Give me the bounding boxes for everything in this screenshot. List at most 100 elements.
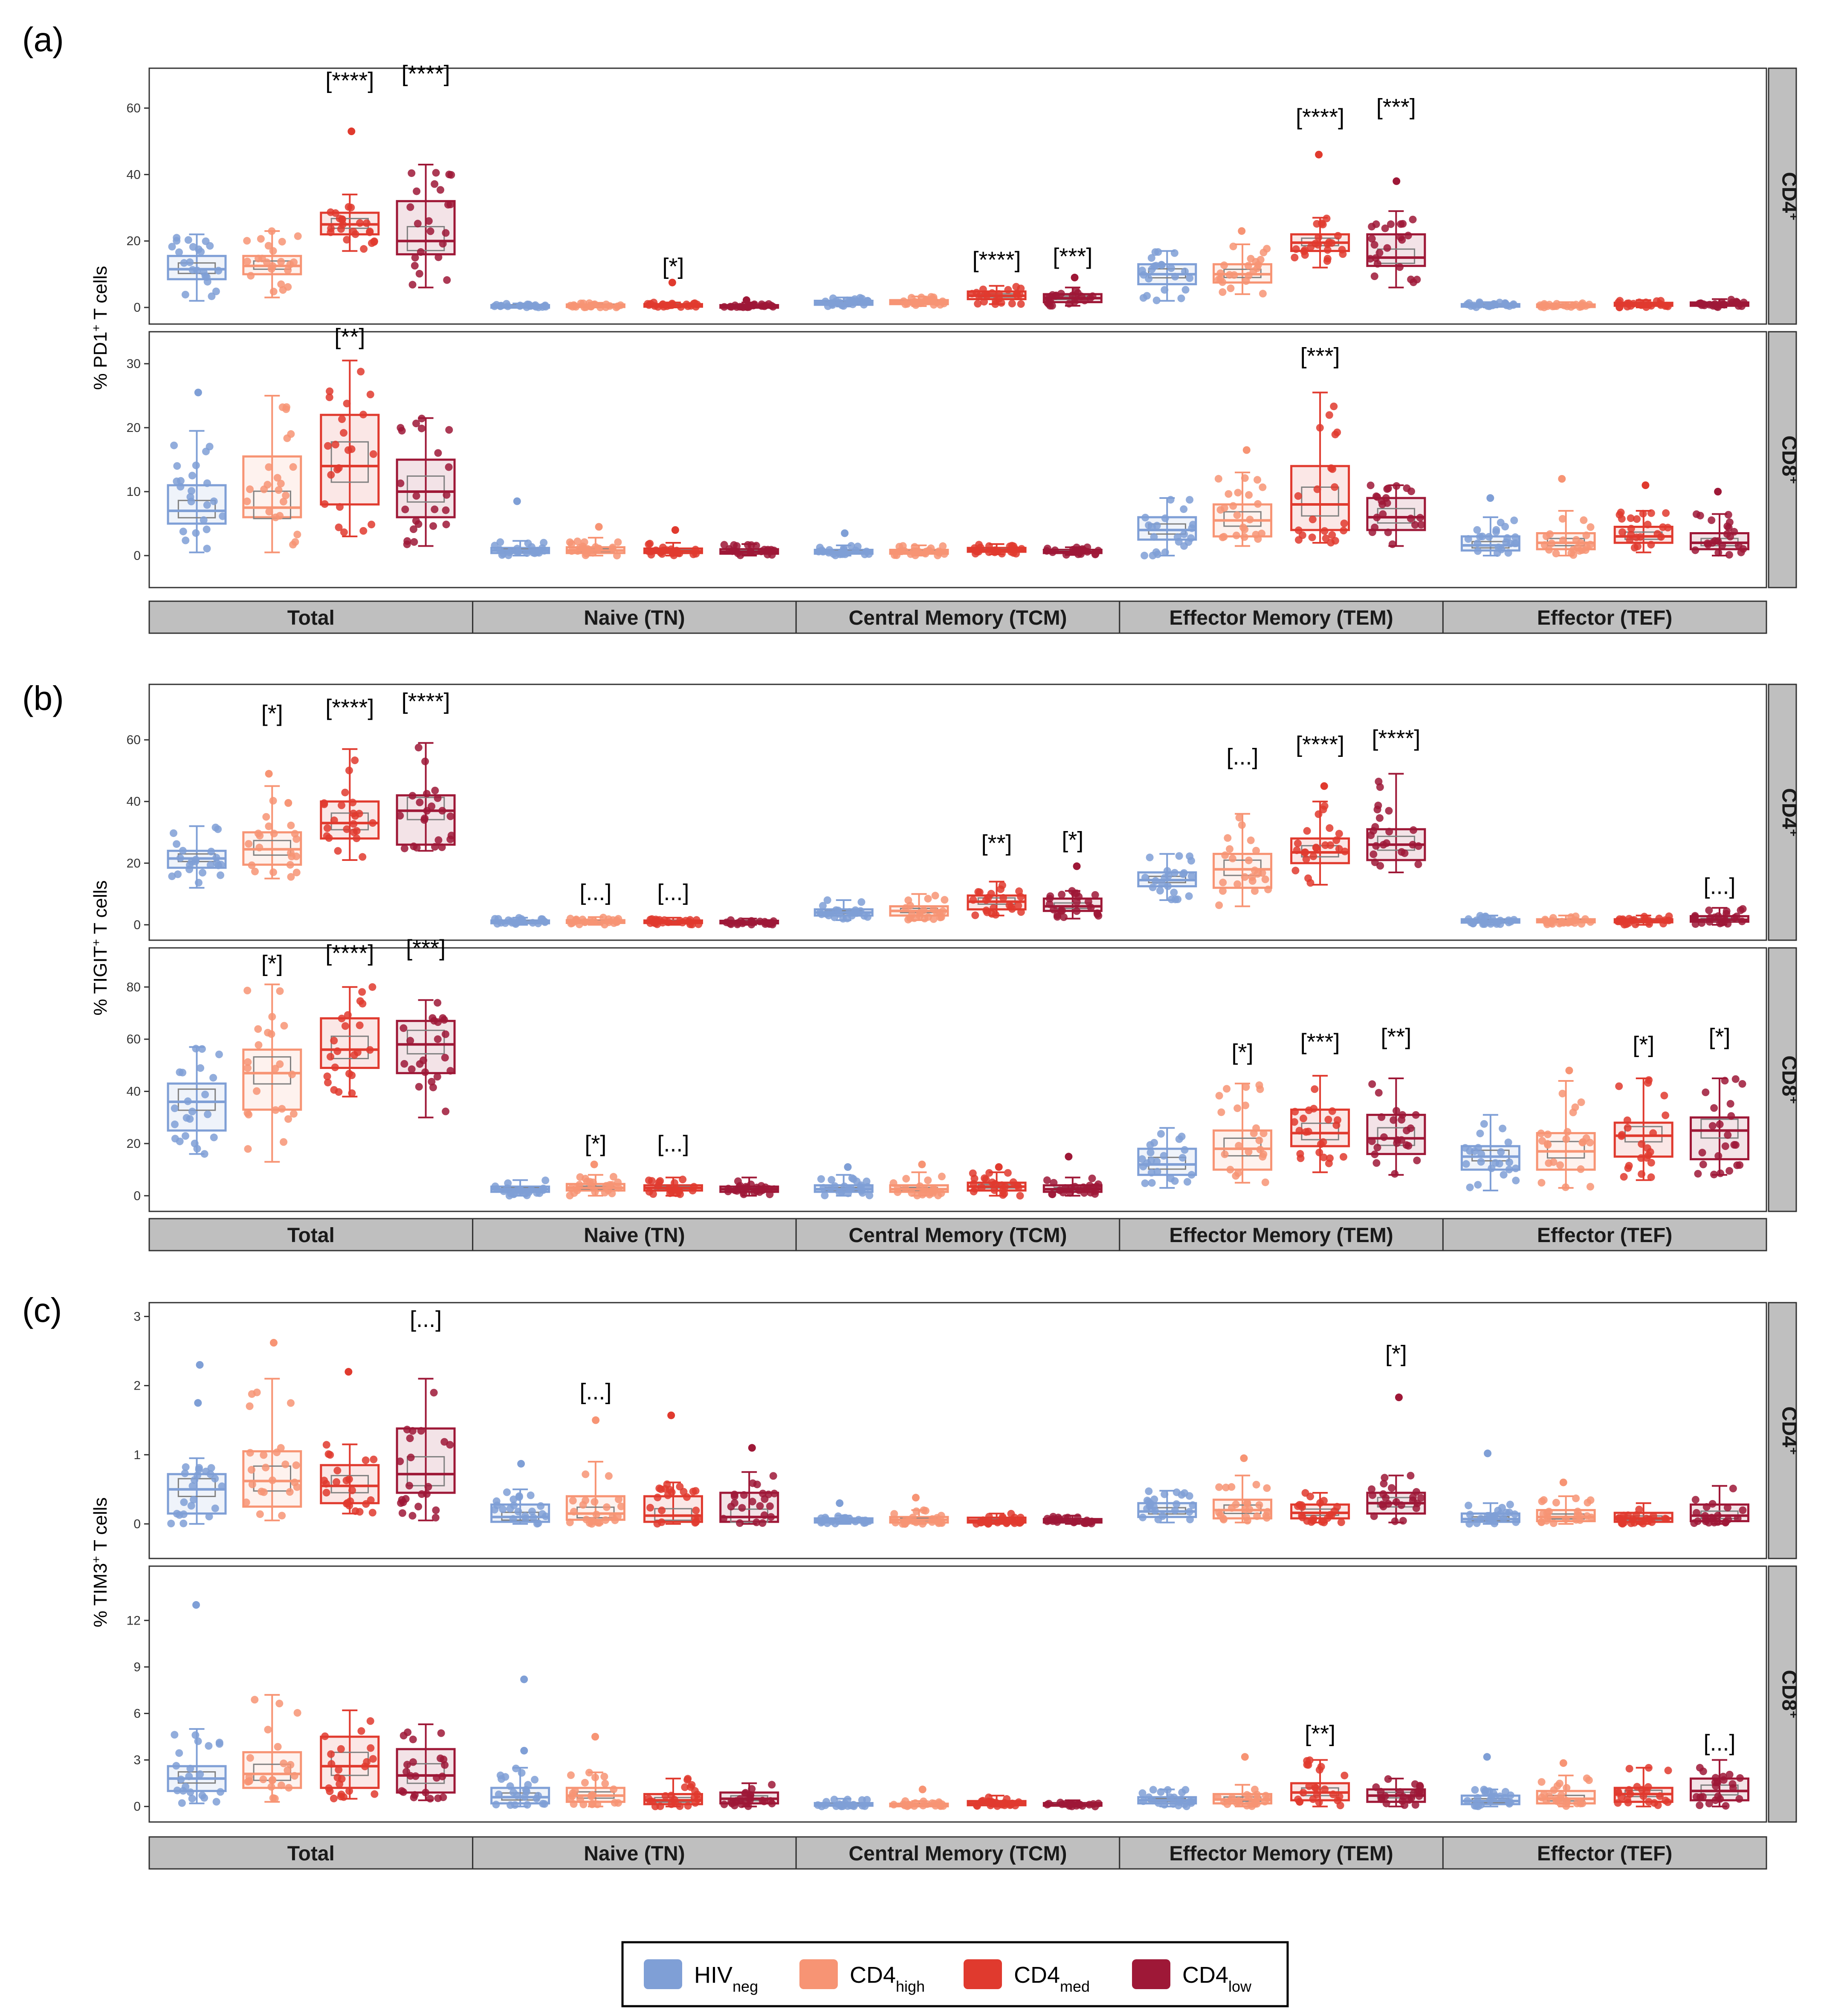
data-point xyxy=(661,1792,669,1800)
row-strip-label: CD8+ xyxy=(1778,1055,1801,1104)
data-point xyxy=(442,1107,450,1115)
data-point xyxy=(323,824,331,832)
data-point xyxy=(285,1784,293,1792)
data-point xyxy=(1695,299,1703,307)
data-point xyxy=(287,430,295,438)
data-point xyxy=(588,1517,596,1525)
data-point xyxy=(573,537,582,545)
data-point xyxy=(203,545,211,553)
data-point xyxy=(1340,1771,1349,1779)
data-point xyxy=(918,1520,926,1528)
data-point xyxy=(1381,1474,1389,1482)
data-point xyxy=(683,1493,691,1501)
data-point xyxy=(654,1182,662,1190)
data-point xyxy=(1630,916,1638,924)
significance-label: [*] xyxy=(261,701,283,727)
data-point xyxy=(901,1520,909,1528)
data-point xyxy=(606,302,614,310)
y-tick-label: 2 xyxy=(133,1379,141,1393)
data-point xyxy=(243,497,251,505)
data-point xyxy=(747,1180,755,1188)
data-point xyxy=(566,1518,574,1526)
data-point xyxy=(1261,875,1269,883)
data-point xyxy=(1158,880,1166,888)
data-point xyxy=(212,287,220,295)
data-point xyxy=(767,1797,775,1805)
column-strip xyxy=(795,1218,1120,1251)
data-point xyxy=(828,1176,836,1184)
data-point xyxy=(911,1799,919,1807)
data-point xyxy=(1149,883,1157,892)
data-point xyxy=(1474,539,1482,547)
data-point xyxy=(337,1745,345,1753)
data-point xyxy=(333,1773,342,1781)
data-point xyxy=(1623,1116,1631,1124)
data-point xyxy=(1545,1792,1553,1800)
box-CD4low: [...] xyxy=(1690,874,1750,928)
data-point xyxy=(1466,1147,1474,1155)
data-point xyxy=(1180,542,1188,550)
data-point xyxy=(1691,920,1699,928)
data-point xyxy=(264,1028,272,1037)
data-point xyxy=(582,1515,591,1524)
data-point xyxy=(1477,1150,1485,1158)
data-point xyxy=(1259,1130,1268,1138)
data-point xyxy=(740,1491,748,1499)
data-point xyxy=(186,258,194,266)
data-point xyxy=(1043,547,1051,555)
data-point xyxy=(838,301,846,310)
data-point xyxy=(196,1770,204,1778)
outlier-point xyxy=(1315,151,1323,159)
data-point xyxy=(1473,1519,1481,1527)
data-point xyxy=(591,1773,599,1781)
data-point xyxy=(1578,920,1586,928)
data-point xyxy=(541,1512,550,1521)
data-point xyxy=(1154,248,1162,256)
data-point xyxy=(244,1145,252,1153)
data-point xyxy=(496,538,504,546)
data-point xyxy=(692,1506,700,1515)
data-point xyxy=(170,441,178,449)
data-point xyxy=(527,543,536,551)
box-CD4low: [*] xyxy=(1042,827,1103,921)
box-HIVneg xyxy=(167,823,227,889)
data-point xyxy=(1152,877,1160,885)
data-point xyxy=(1698,1149,1706,1157)
y-tick-label: 20 xyxy=(127,234,141,248)
data-point xyxy=(1327,539,1335,547)
data-point xyxy=(426,227,434,235)
data-point xyxy=(1657,297,1665,305)
box-HIVneg xyxy=(1137,852,1197,904)
data-point xyxy=(1382,1799,1390,1807)
box-CD4low xyxy=(1366,481,1426,548)
data-point xyxy=(1725,1770,1734,1778)
data-point xyxy=(367,1744,375,1752)
data-point xyxy=(278,1512,286,1520)
data-point xyxy=(207,848,215,856)
data-point xyxy=(1723,910,1731,918)
data-point xyxy=(267,265,275,273)
data-point xyxy=(1233,1104,1242,1112)
data-point xyxy=(1560,301,1568,310)
data-point xyxy=(1409,841,1417,849)
data-point xyxy=(982,896,990,904)
data-point xyxy=(731,301,739,310)
data-point xyxy=(1372,1783,1380,1791)
row-strip-label: CD4+ xyxy=(1778,1406,1801,1455)
legend: HIVneg CD4high CD4med CD4low xyxy=(621,1941,1289,2007)
data-point xyxy=(592,1510,600,1518)
data-point xyxy=(541,301,549,310)
data-point xyxy=(1381,224,1389,232)
data-point xyxy=(407,1454,415,1462)
data-point xyxy=(1414,860,1422,869)
data-point xyxy=(278,238,286,246)
data-point xyxy=(753,1184,761,1192)
box-CD4med: [**] xyxy=(967,830,1027,919)
box-CD4high xyxy=(242,1694,302,1803)
data-point xyxy=(998,1181,1006,1189)
outlier-point xyxy=(1071,273,1079,281)
box-CD4high xyxy=(1213,1753,1273,1810)
data-point xyxy=(1636,533,1644,541)
data-point xyxy=(1066,1800,1074,1808)
